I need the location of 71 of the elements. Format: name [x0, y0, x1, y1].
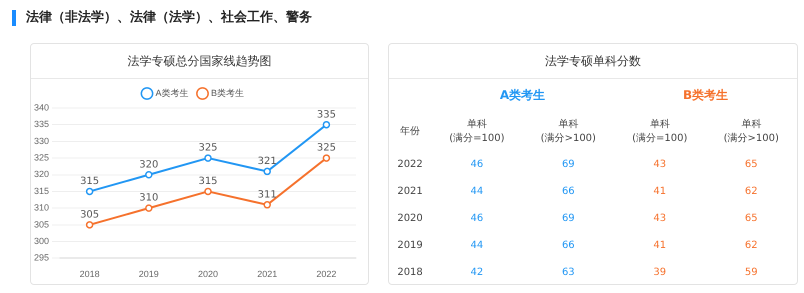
- data-label: 41: [652, 239, 668, 253]
- data-label: 42: [469, 266, 484, 280]
- point: [145, 204, 153, 212]
- data-label: 305: [80, 209, 100, 220]
- data-label: 321: [258, 156, 277, 168]
- data-label: 69: [560, 212, 576, 226]
- x-tick-label: 单科 (满分=100): [448, 118, 506, 146]
- y-tick-label: 2021: [396, 185, 424, 199]
- data-label: 325: [316, 142, 336, 154]
- data-label: 62: [744, 239, 759, 253]
- data-label: 66: [560, 185, 576, 199]
- x-tick-label: 2020: [198, 269, 218, 280]
- point: [263, 201, 271, 209]
- y-axis-title: 年份: [399, 125, 422, 139]
- y-tick-label: 300: [34, 236, 50, 246]
- data-label: 315: [80, 176, 100, 188]
- y-tick-label: 320: [34, 169, 50, 180]
- data-label: 43: [652, 212, 668, 226]
- x-tick-label: 单科 (满分>100): [540, 118, 597, 146]
- y-tick-label: 335: [34, 119, 50, 130]
- x-tick-label: 2019: [138, 269, 159, 280]
- data-label: 325: [198, 142, 218, 154]
- data-label: 62: [744, 185, 759, 199]
- x-tick-label: 2022: [316, 269, 336, 280]
- legend-label: B类考生: [211, 88, 244, 98]
- data-label: 315: [198, 176, 218, 188]
- point: [204, 188, 212, 196]
- data-label: 44: [469, 239, 484, 253]
- data-label: 66: [560, 239, 576, 253]
- point: [204, 154, 212, 162]
- data-label: 69: [560, 158, 576, 172]
- y-tick-label: 2019: [396, 239, 424, 253]
- y-tick-label: 325: [34, 152, 50, 163]
- point: [145, 171, 153, 179]
- text: 法律（非法学）、法律（法学）、社会工作、警务: [12, 10, 312, 26]
- data-label: 44: [469, 185, 484, 199]
- x-tick-label: 2021: [257, 269, 278, 280]
- data-label: 65: [744, 212, 759, 226]
- x-tick-label: 2018: [80, 269, 100, 280]
- x-tick-label: 单科 (满分>100): [722, 118, 780, 146]
- data-label: 41: [652, 185, 668, 199]
- data-label: 63: [560, 266, 576, 280]
- y-tick-label: 305: [34, 219, 50, 230]
- chart-title: 法学专硕总分国家线趋势图: [31, 44, 368, 79]
- data-label: 311: [258, 189, 277, 200]
- data-label: 59: [744, 266, 759, 280]
- point: [86, 221, 94, 229]
- legend-label: A类考生: [155, 88, 189, 98]
- text: B类考生: [682, 86, 730, 104]
- y-tick-label: 340: [34, 102, 50, 112]
- data-label: 46: [469, 212, 484, 226]
- data-label: 46: [469, 158, 484, 172]
- y-tick-label: 2022: [396, 158, 424, 172]
- data-label: 310: [139, 192, 158, 204]
- data-label: 320: [139, 159, 158, 170]
- y-tick-label: 295: [34, 252, 50, 263]
- y-tick-label: 315: [34, 186, 50, 196]
- data-label: 65: [744, 158, 759, 172]
- data-label: 39: [652, 266, 668, 280]
- point: [263, 168, 271, 176]
- point: [322, 154, 330, 162]
- point: [322, 120, 330, 128]
- point: [86, 188, 94, 196]
- y-tick-label: 310: [34, 202, 50, 213]
- chart-title: 法学专硕单科分数: [389, 44, 797, 79]
- data-label: 43: [652, 158, 668, 172]
- x-tick-label: 单科 (满分=100): [631, 118, 688, 146]
- text: A类考生: [498, 86, 546, 104]
- y-tick-label: 2020: [396, 212, 424, 226]
- data-label: 335: [316, 109, 336, 120]
- y-tick-label: 330: [34, 136, 50, 146]
